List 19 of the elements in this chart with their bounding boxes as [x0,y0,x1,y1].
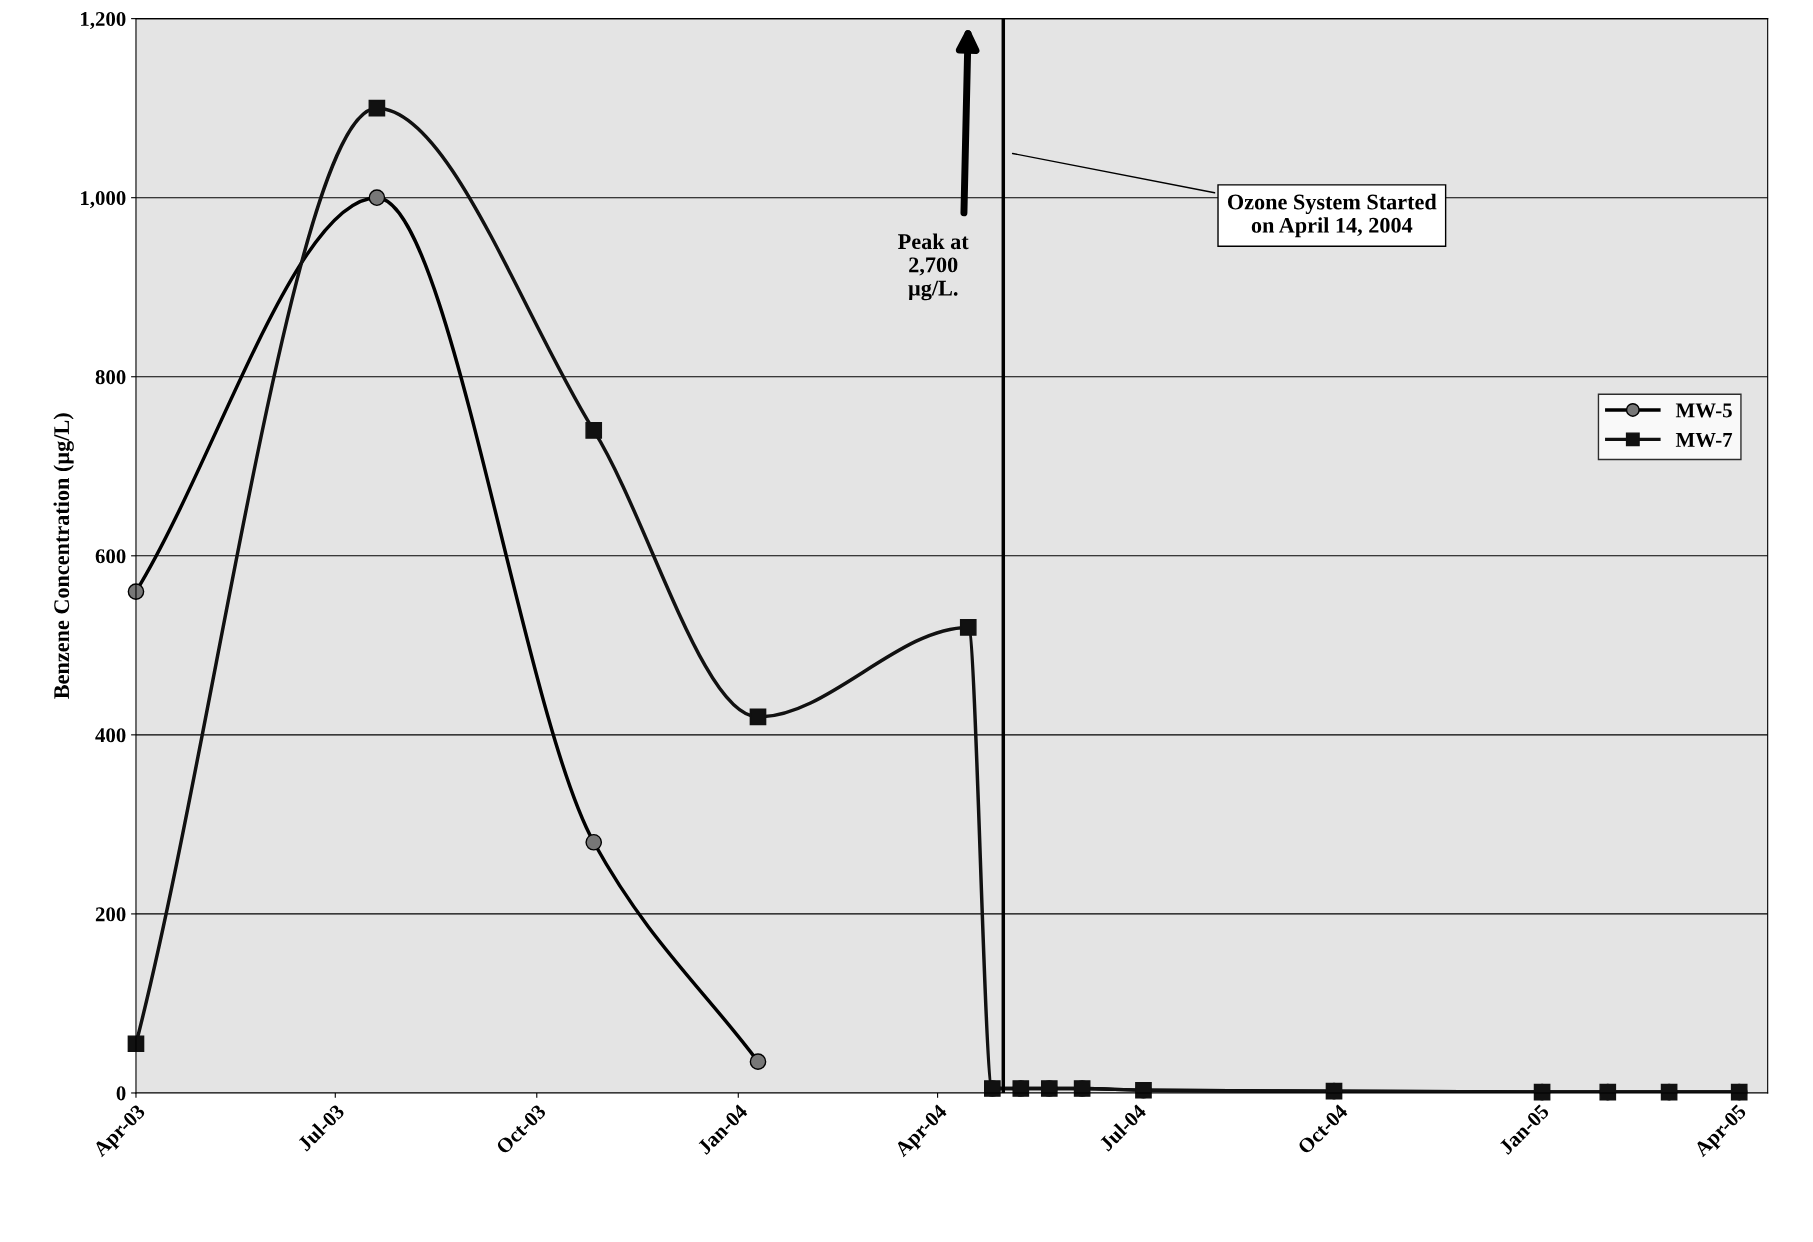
y-tick-label: 600 [95,549,126,564]
point [959,619,977,636]
y-axis-title: Benzene Concentration (µg/L) [53,413,74,699]
y-tick-label: 400 [95,728,126,743]
legend-label: MW-5 [1675,403,1732,418]
point [585,833,603,851]
y-tick-label: 800 [95,370,126,385]
ref-line-label: Ozone System Started on April 14, 2004 [1227,193,1437,238]
point [749,1053,767,1070]
y-tick-label: 1,200 [81,12,126,30]
y-tick-label: 200 [95,907,126,922]
point [368,99,386,117]
legend-label: MW-7 [1675,433,1733,447]
point [749,708,767,726]
point [368,189,386,207]
y-tick-label: 0 [116,1086,126,1101]
point [585,422,603,439]
annotation: Peak at 2,700 µg/L. [898,233,969,301]
y-tick-label: 1,000 [81,191,126,209]
